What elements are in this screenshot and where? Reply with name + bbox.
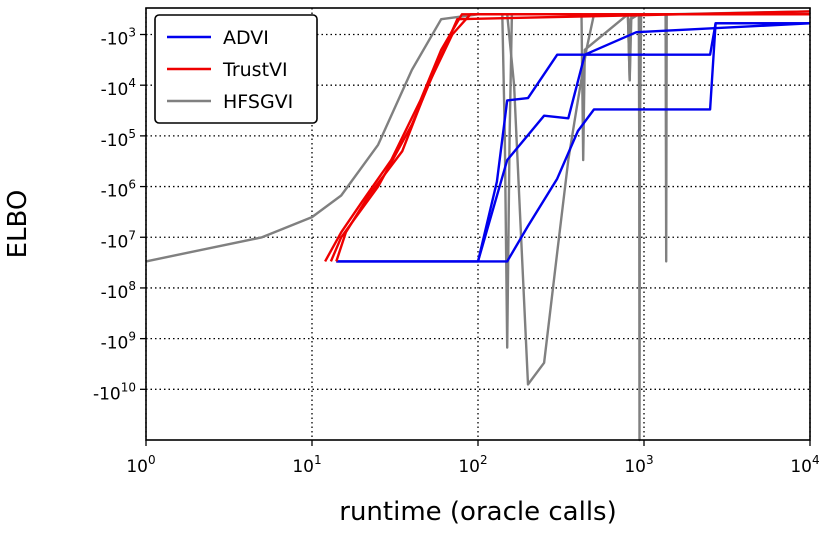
y-tick-label: -106 [101,178,136,202]
legend-label: HFSGVI [223,91,293,113]
y-tick-label: -108 [101,279,136,303]
x-tick-label: 101 [292,453,321,477]
y-tick-label: -109 [101,330,136,354]
x-tick-label: 104 [790,453,819,477]
y-tick-label: -1010 [93,380,136,404]
hfsgvi-series-line [145,10,811,442]
legend: ADVI TrustVI HFSGVI [154,14,318,124]
hfsgvi-series-line [506,13,810,386]
x-tick-label: 100 [126,453,155,477]
advi-series-line [476,22,811,262]
y-tick-label: -107 [101,228,136,252]
x-axis: 100 101 102 103 104 [126,440,820,477]
y-axis: -103 -104 -105 -106 -107 -108 -109 -1010 [93,26,146,404]
y-tick-label: -103 [101,26,136,50]
advi-series-line [336,22,810,263]
y-axis-label: ELBO [3,190,33,259]
trustvi-series-line [324,13,810,262]
y-tick-label: -104 [101,76,136,100]
legend-box [154,14,318,124]
trustvi-series-line [335,13,810,262]
x-tick-label: 102 [458,453,487,477]
x-tick-label: 103 [624,453,653,477]
x-axis-label: runtime (oracle calls) [339,497,616,527]
series-layer [145,10,811,442]
trustvi-series-line [329,10,811,262]
y-tick-label: -105 [101,127,136,151]
legend-label: ADVI [223,27,269,49]
legend-label: TrustVI [222,59,288,81]
